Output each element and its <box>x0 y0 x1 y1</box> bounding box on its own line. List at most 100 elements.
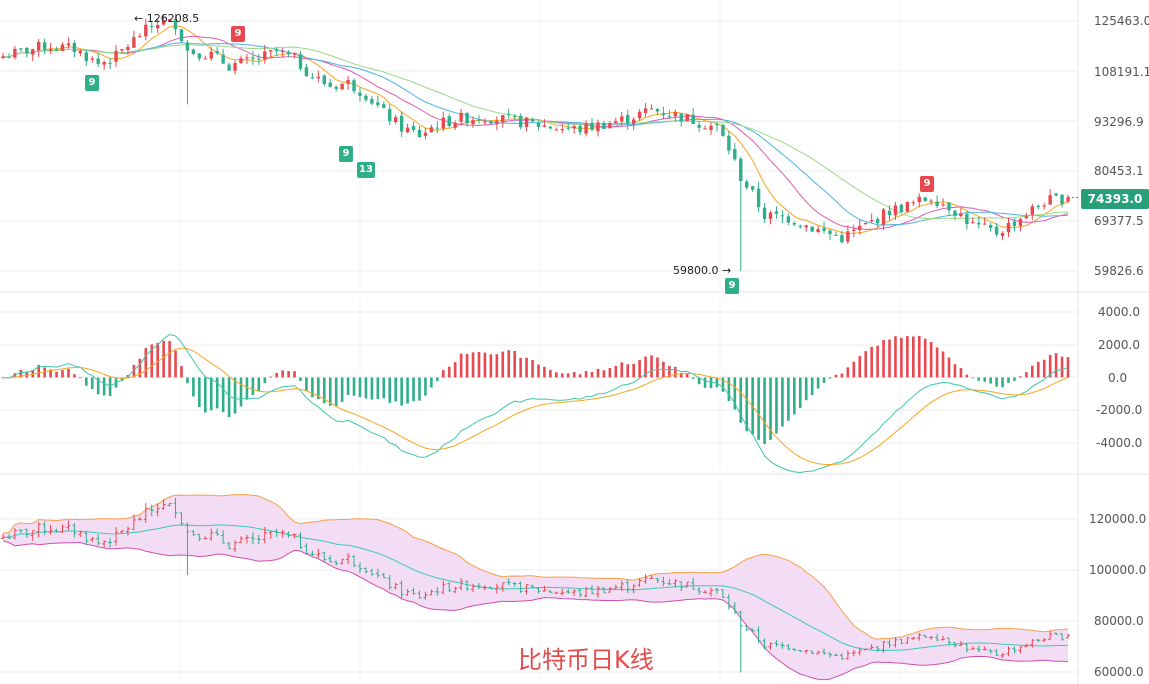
moving-average-line <box>2 25 1069 235</box>
macd-histogram-bar <box>489 354 493 378</box>
macd-histogram-bar <box>483 352 487 378</box>
candle-body <box>786 216 791 223</box>
macd-histogram-bar <box>543 366 546 378</box>
candle-body <box>150 25 154 27</box>
macd-histogram-bar <box>43 367 46 378</box>
macd-histogram-bar <box>180 366 183 378</box>
candle-body <box>417 129 422 137</box>
candle-body <box>31 49 35 55</box>
candle-body <box>685 114 689 121</box>
candle-body <box>126 46 130 51</box>
candle-body <box>1012 221 1017 226</box>
candle-body <box>733 148 737 160</box>
macd-histogram-bar <box>328 377 332 406</box>
macd-histogram-bar <box>900 337 903 378</box>
candle-body <box>191 49 196 54</box>
td-marker-green: 9 <box>85 75 99 91</box>
macd-histogram-bar <box>798 377 802 408</box>
macd-histogram-bar <box>638 360 641 378</box>
macd-histogram-bar <box>1007 377 1010 383</box>
candle-body <box>233 63 237 71</box>
candle-body <box>858 225 862 231</box>
candle-body <box>292 53 297 55</box>
candle-body <box>1036 205 1040 207</box>
macd-histogram-bar <box>352 377 356 396</box>
candle-body <box>352 80 356 92</box>
candle-body <box>524 117 529 127</box>
candle-body <box>54 49 59 51</box>
macd-histogram-bar <box>721 377 725 392</box>
macd-histogram-bar <box>715 377 719 388</box>
macd-tick-0: 4000.0 <box>1098 305 1140 319</box>
candle-body <box>774 211 779 214</box>
candle-body <box>298 54 303 69</box>
candle-body <box>1054 193 1058 196</box>
candle-body <box>893 205 898 216</box>
candle-body <box>84 52 88 62</box>
macd-histogram-bar <box>441 370 445 378</box>
macd-histogram-bar <box>49 369 52 378</box>
candle-body <box>846 231 850 242</box>
price-tick-0: 125463.0 <box>1094 14 1149 28</box>
candle-body <box>209 51 213 59</box>
macd-histogram-bar <box>852 361 856 378</box>
macd-histogram-bar <box>769 377 772 440</box>
macd-histogram-bar <box>757 377 760 440</box>
macd-histogram-bar <box>858 356 862 378</box>
macd-histogram-bar <box>239 377 243 407</box>
candle-body <box>388 109 392 122</box>
candle-body <box>7 56 11 58</box>
macd-histogram-bar <box>870 346 873 378</box>
candle-body <box>144 24 148 37</box>
candle-body <box>988 225 993 228</box>
macd-histogram-bar <box>525 357 528 378</box>
price-tick-2: 93296.9 <box>1094 115 1144 129</box>
macd-histogram-bar <box>1042 359 1046 378</box>
macd-histogram-bar <box>888 339 891 378</box>
candle-body <box>840 235 844 243</box>
macd-histogram-bar <box>894 336 897 378</box>
candle-body <box>239 58 243 63</box>
candle-body <box>637 111 642 119</box>
macd-histogram-bar <box>275 372 278 378</box>
macd-histogram-bar <box>703 377 707 388</box>
candle-body <box>1006 222 1011 233</box>
candle-body <box>42 42 47 50</box>
boll-tick-0: 120000.0 <box>1089 512 1147 526</box>
candle-body <box>346 79 350 84</box>
candle-body <box>393 117 398 123</box>
candle-body <box>947 202 951 211</box>
price-tick-1: 108191.1 <box>1094 65 1149 79</box>
candle-body <box>953 210 957 216</box>
dif-line <box>2 333 1069 474</box>
candle-body <box>161 20 166 25</box>
macd-histogram-bar <box>447 366 451 378</box>
candle-body <box>864 222 868 225</box>
candle-body <box>542 125 547 127</box>
macd-tick-2: 0.0 <box>1108 371 1128 385</box>
macd-histogram-bar <box>739 377 743 423</box>
candle-body <box>822 228 826 231</box>
candle-body <box>36 41 41 51</box>
candle-body <box>667 116 672 118</box>
macd-histogram-bar <box>775 377 778 434</box>
macd-histogram-bar <box>531 359 534 378</box>
candle-body <box>911 202 916 204</box>
candle-body <box>536 122 541 127</box>
low-annotation: 59800.0 → <box>673 264 732 277</box>
td-marker-red: 9 <box>920 176 934 192</box>
chart-caption: 比特币日K线 <box>518 646 654 674</box>
bollinger-upper-line <box>2 494 1069 640</box>
macd-histogram-bar <box>102 377 106 396</box>
macd-histogram-bar <box>787 377 790 421</box>
candle-body <box>203 58 207 60</box>
macd-histogram-bar <box>917 335 921 378</box>
candle-body <box>465 112 469 124</box>
candle-body <box>548 126 553 129</box>
candle-body <box>429 127 434 133</box>
candle-body <box>620 116 624 122</box>
td-marker-green: 9 <box>725 278 739 294</box>
macd-histogram-bar <box>513 351 516 378</box>
candle-body <box>709 125 713 131</box>
low-value: 59800.0 <box>673 264 719 277</box>
